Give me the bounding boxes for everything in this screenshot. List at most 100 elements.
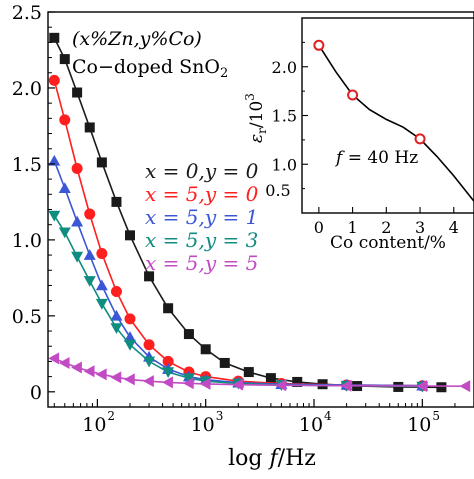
series-5-point-11 <box>199 377 211 390</box>
series-5-point-8 <box>143 375 154 388</box>
annotation-material: Co−doped SnO2 <box>72 56 228 81</box>
series-5-point-9 <box>162 376 173 389</box>
x-tick-label: 10 <box>82 414 106 436</box>
x-tick-label-exponent: 5 <box>432 409 440 423</box>
series-4-point-3 <box>71 251 84 263</box>
series-2-point-1 <box>48 74 60 86</box>
series-1-point-14 <box>265 373 276 384</box>
legend-entry-2: x = 5,y = 0 <box>145 182 259 206</box>
series-4-point-10 <box>182 373 195 385</box>
series-2-point-8 <box>143 339 155 351</box>
series-2-point-5 <box>96 248 108 260</box>
y-tick-label: 2.5 <box>12 2 42 24</box>
series-5-point-7 <box>123 373 135 386</box>
inset-x-tick-label: 1 <box>347 218 357 237</box>
series-2-point-7 <box>124 313 136 325</box>
inset-x-tick-label: 4 <box>449 218 459 237</box>
series-2-point-6 <box>110 286 122 298</box>
series-5-point-4 <box>83 365 95 378</box>
series-5-point-10 <box>182 377 194 390</box>
series-3-point-7 <box>123 331 136 342</box>
series-4-point-7 <box>123 339 136 351</box>
y-tick-label: 0 <box>30 382 42 404</box>
inset-frequency-annotation: f = 40 Hz <box>334 148 418 168</box>
x-tick-label-exponent: 2 <box>107 409 115 423</box>
inset-frame <box>301 17 474 214</box>
y-tick-label: 2.0 <box>12 78 42 100</box>
series-1-point-12 <box>219 357 230 368</box>
series-1-point-10 <box>183 329 194 340</box>
y-tick-label: 1.5 <box>12 154 42 176</box>
series-1-point-19 <box>436 382 447 393</box>
legend-entry-1: x = 0,y = 0 <box>145 159 259 183</box>
series-2-point-4 <box>84 208 96 220</box>
series-5-point-3 <box>71 361 82 374</box>
series-3-point-3 <box>71 215 84 227</box>
inset-x-tick-label: 0 <box>314 218 324 237</box>
series-4-point-8 <box>143 356 156 368</box>
series-2-point-2 <box>59 114 71 126</box>
inset-point-1 <box>313 39 325 51</box>
series-5-point-14 <box>340 379 352 392</box>
legend-entry-5: x = 5,y = 5 <box>145 251 258 275</box>
series-5-point-15 <box>416 380 428 393</box>
x-tick-label-exponent: 4 <box>324 409 332 423</box>
series-1-point-8 <box>144 271 155 282</box>
inset-x-tick-label: 2 <box>381 218 391 237</box>
series-1-point-11 <box>200 344 211 355</box>
inset-annotation-var: f <box>334 148 345 168</box>
series-3-point-2 <box>58 182 71 194</box>
inset-y-tick-label-bottom: 0.5 <box>265 181 290 200</box>
inset-y-label-symbol: ε <box>247 134 267 143</box>
series-1-point-13 <box>243 367 254 378</box>
series-3-point-1 <box>48 154 61 166</box>
inset-y-label-subscript: r <box>255 128 269 134</box>
series-1-point-7 <box>124 230 135 241</box>
legend-entry-3: x = 5,y = 1 <box>145 205 258 229</box>
legend-entry-4: x = 5,y = 3 <box>145 228 258 252</box>
series-4-point-9 <box>162 367 175 379</box>
inset-x-axis-label: Co content/% <box>330 233 446 253</box>
series-1-point-6 <box>111 196 122 207</box>
inset-annotation-value: = 40 Hz <box>342 148 418 168</box>
series-1-point-5 <box>96 157 107 168</box>
series-2-point-9 <box>162 355 174 367</box>
y-tick-label: 0.5 <box>12 306 42 328</box>
inset-trend-line <box>318 44 474 202</box>
series-1-point-4 <box>84 122 95 133</box>
series-1-point-9 <box>163 303 174 314</box>
annotation-composition: (x%Zn,y%Co) <box>72 28 202 50</box>
annotation-material-subscript: 2 <box>220 66 228 81</box>
series-4-point-6 <box>110 323 123 334</box>
annotation-material-text: Co−doped SnO <box>72 56 220 78</box>
inset-y-axis-label: εr/103 <box>243 93 269 143</box>
series-4-point-1 <box>48 210 61 222</box>
x-tick-label: 10 <box>191 414 215 436</box>
series-5-point-16 <box>459 380 471 393</box>
series-3-point-6 <box>110 309 123 321</box>
y-tick-label: 1.0 <box>12 230 42 252</box>
inset-y-label-rest: /10 <box>247 101 267 128</box>
series-5-point-12 <box>232 378 244 391</box>
series-5-point-13 <box>275 379 287 392</box>
series-1-point-3 <box>72 87 83 98</box>
series-5-fit-line <box>53 357 466 387</box>
series-4-point-5 <box>95 298 108 310</box>
inset-point-2 <box>347 89 359 101</box>
series-5-point-2 <box>58 356 70 369</box>
x-axis-label: log f/Hz <box>228 446 316 471</box>
series-3-point-5 <box>95 279 108 291</box>
inset-x-tick-label: 3 <box>415 218 425 237</box>
x-tick-label-exponent: 3 <box>216 409 224 423</box>
series-5-point-5 <box>95 368 107 381</box>
inset-y-tick-label: 1.5 <box>272 107 297 126</box>
inset-y-tick-label: 1.0 <box>272 155 297 174</box>
x-axis-label-log: log <box>228 446 269 471</box>
series-1-point-2 <box>59 54 70 65</box>
x-tick-label: 10 <box>407 414 431 436</box>
inset-y-label-exponent: 3 <box>243 93 257 101</box>
series-3-point-4 <box>83 249 96 260</box>
series-5-point-6 <box>110 371 122 384</box>
series-2-point-3 <box>71 162 83 174</box>
